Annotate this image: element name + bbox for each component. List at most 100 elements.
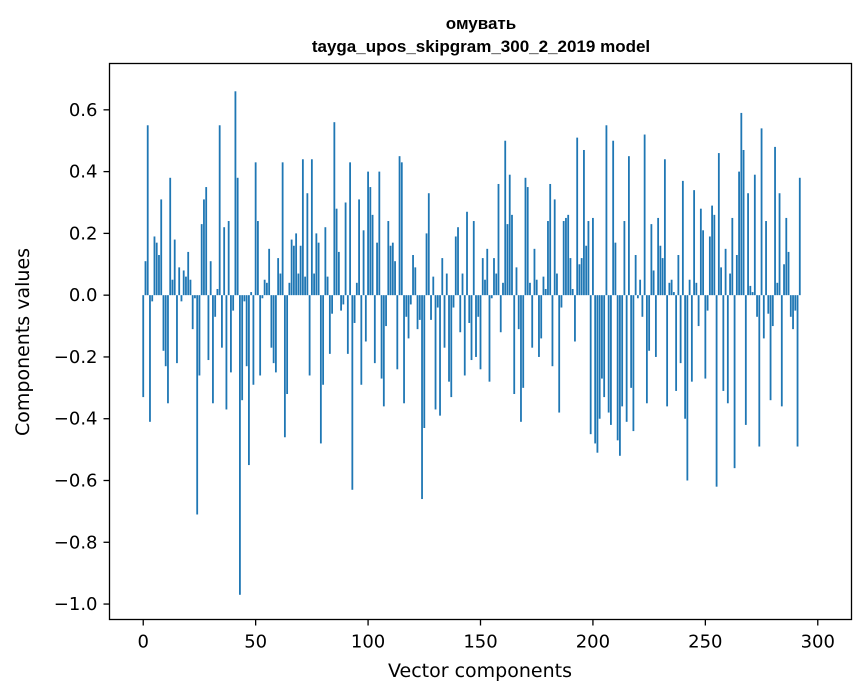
- bar: [418, 295, 421, 320]
- bar: [333, 122, 336, 296]
- bar: [308, 295, 311, 376]
- bar: [385, 295, 387, 327]
- bar: [524, 177, 527, 296]
- bar: [243, 295, 246, 302]
- bar: [639, 279, 642, 296]
- bar: [207, 295, 210, 361]
- bar: [430, 295, 432, 320]
- bar: [394, 261, 396, 296]
- bar: [254, 162, 257, 296]
- bar: [493, 258, 495, 296]
- y-axis-ticks: −1.0 −0.8 −0.6 −0.4 −0.2 0.0 0.2 0.4 0.6: [54, 100, 110, 615]
- bar: [711, 205, 713, 296]
- bar: [304, 276, 307, 296]
- bar: [794, 295, 797, 311]
- bar: [239, 295, 241, 595]
- bar: [504, 140, 507, 296]
- bar: [452, 295, 455, 308]
- x-tick-label: 0: [138, 632, 149, 653]
- bar: [672, 292, 675, 296]
- bar-series: [142, 91, 801, 595]
- bar: [362, 230, 365, 296]
- bar: [445, 273, 448, 296]
- bar: [335, 208, 338, 296]
- bar: [230, 295, 232, 373]
- bar: [241, 295, 244, 401]
- bar: [306, 193, 309, 296]
- bar: [621, 295, 624, 407]
- bar: [176, 295, 178, 364]
- bar: [432, 276, 435, 296]
- bar: [349, 162, 351, 296]
- y-tick-label: −0.6: [54, 471, 98, 492]
- bar: [149, 295, 151, 422]
- bar: [423, 295, 426, 428]
- bar: [747, 193, 749, 296]
- bar: [326, 276, 329, 296]
- bar: [511, 214, 513, 296]
- bar: [731, 217, 734, 296]
- bar: [245, 295, 248, 367]
- bar: [533, 248, 536, 296]
- bar: [185, 276, 187, 296]
- bar: [468, 295, 471, 323]
- bar: [585, 245, 588, 296]
- bar: [520, 295, 522, 422]
- bar: [396, 295, 399, 370]
- bar: [551, 295, 554, 367]
- bar: [295, 233, 298, 296]
- y-tick-label: −0.8: [54, 532, 98, 553]
- bar: [686, 295, 689, 481]
- bar: [717, 153, 720, 296]
- bar: [738, 171, 740, 296]
- bar: [670, 279, 673, 296]
- bar: [744, 295, 747, 425]
- bar: [558, 295, 561, 413]
- bar: [387, 221, 390, 296]
- bar: [556, 273, 558, 296]
- bar: [450, 295, 453, 398]
- bar: [160, 199, 163, 296]
- bar: [414, 267, 417, 296]
- bar: [221, 295, 223, 348]
- bar: [405, 295, 408, 317]
- bar: [654, 295, 657, 357]
- bar: [144, 261, 147, 296]
- bar: [502, 282, 504, 296]
- bar: [427, 193, 430, 296]
- bar: [279, 273, 282, 296]
- bar: [513, 295, 516, 395]
- bar: [756, 295, 758, 317]
- bar: [313, 273, 316, 296]
- y-tick-label: 0.6: [69, 100, 98, 121]
- bar: [785, 217, 788, 296]
- bar: [594, 295, 597, 444]
- bar: [257, 221, 259, 296]
- y-axis-label: Components values: [12, 248, 34, 436]
- bar: [378, 171, 381, 296]
- bar: [142, 295, 145, 398]
- bar: [758, 295, 761, 447]
- bar: [774, 146, 776, 296]
- bar: [643, 134, 646, 296]
- bar: [636, 295, 639, 299]
- x-tick-label: 250: [688, 632, 722, 653]
- bar: [508, 174, 511, 296]
- bar: [212, 295, 214, 404]
- bar: [693, 190, 696, 296]
- y-tick-label: 0.4: [69, 162, 98, 183]
- bar: [299, 245, 302, 296]
- bar: [657, 217, 660, 296]
- bar: [461, 273, 464, 296]
- bar: [173, 239, 176, 296]
- bar: [650, 224, 653, 296]
- bar: [376, 242, 378, 296]
- bar: [322, 295, 325, 385]
- bar: [214, 295, 217, 317]
- bar: [695, 282, 698, 296]
- x-axis-ticks: 0 50 100 150 200 250 300: [138, 619, 835, 653]
- bar: [529, 282, 531, 296]
- bar: [751, 292, 754, 296]
- bar: [722, 295, 725, 391]
